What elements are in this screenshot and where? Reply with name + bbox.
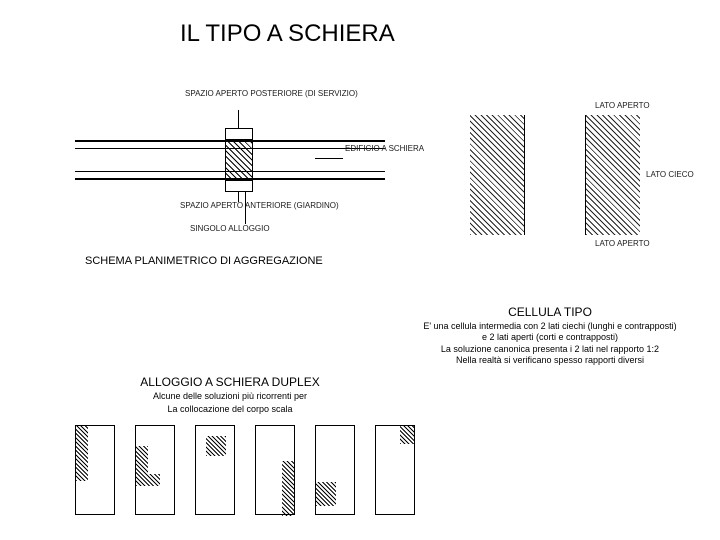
stair-icon [76,426,88,481]
leader-line [238,110,239,128]
duplex-variant [195,425,235,515]
highlighted-unit [225,140,253,180]
label-edificio-schiera: EDIFICIO A SCHIERA [345,145,405,154]
stair-icon [316,482,336,506]
stair-icon [206,436,226,456]
open-space-rear [225,128,253,140]
duplex-variant [375,425,415,515]
label-lato-aperto-top: LATO APERTO [595,101,650,110]
cell-caption-block: CELLULA TIPO E' una cellula intermedia c… [395,305,705,366]
label-spazio-anteriore: SPAZIO APERTO ANTERIORE (GIARDINO) [180,202,320,211]
schema-aggregation-diagram: SPAZIO APERTO POSTERIORE (DI SERVIZIO) E… [75,90,385,240]
page-title: IL TIPO A SCHIERA [180,20,395,48]
cell-blind-wall-right [585,115,640,235]
label-lato-aperto-bot: LATO APERTO [595,239,650,248]
cell-open-center [525,115,585,235]
duplex-variant [315,425,355,515]
duplex-variants-row [75,425,415,515]
cell-caption-line: Nella realtà si verificano spesso rappor… [395,355,705,366]
cell-caption-line: E' una cellula intermedia con 2 lati cie… [395,321,705,332]
stair-icon [282,461,294,516]
stair-icon [136,474,160,486]
label-spazio-posteriore: SPAZIO APERTO POSTERIORE (DI SERVIZIO) [185,90,305,99]
duplex-subtitle: Alcune delle soluzioni più ricorrenti pe… [100,391,360,402]
open-space-front [225,180,253,192]
cell-type-diagram: LATO APERTO LATO CIECO LATO APERTO [470,115,640,235]
label-lato-cieco: LATO CIECO [646,170,694,179]
stair-icon [400,426,414,444]
duplex-heading-block: ALLOGGIO A SCHIERA DUPLEX Alcune delle s… [100,375,360,415]
leader-line [315,158,343,159]
duplex-variant [135,425,175,515]
duplex-title: ALLOGGIO A SCHIERA DUPLEX [100,375,360,389]
cell-caption-head: CELLULA TIPO [395,305,705,319]
leader-line [238,192,239,202]
duplex-variant [75,425,115,515]
cell-caption-line: La soluzione canonica presenta i 2 lati … [395,344,705,355]
cell-blind-wall-left [470,115,525,235]
leader-line [245,192,246,224]
cell-caption-line: e 2 lati aperti (corti e contrapposti) [395,332,705,343]
schema-caption: SCHEMA PLANIMETRICO DI AGGREGAZIONE [85,255,323,267]
label-singolo-alloggio: SINGOLO ALLOGGIO [190,224,270,233]
duplex-subtitle: La collocazione del corpo scala [100,404,360,415]
duplex-variant [255,425,295,515]
